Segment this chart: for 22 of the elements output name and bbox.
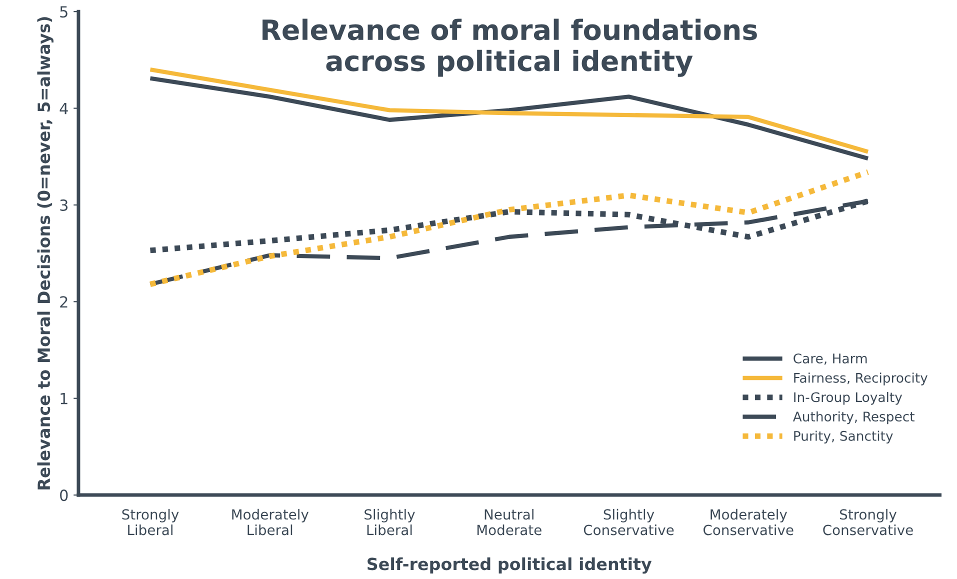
text: Relevance of moral foundations across political identity: [262, 18, 757, 77]
y-tick-label: 4: [60, 102, 68, 114]
legend-label: Purity, Sanctity: [794, 430, 893, 444]
x-axis-title: Self-reported political identity: [368, 557, 652, 574]
x-tick-label: Moderately Conservative: [704, 508, 794, 536]
legend-label: Care, Harm: [794, 353, 867, 365]
x-tick-label: Strongly Liberal: [122, 508, 179, 536]
y-tick-label: 0: [60, 490, 68, 502]
legend-label: Fairness, Reciprocity: [794, 372, 928, 386]
y-tick-label: 2: [60, 296, 68, 308]
legend-label: In-Group Loyalty: [794, 392, 902, 405]
line-series: [148, 76, 870, 161]
x-tick-label: Strongly Conservative: [823, 508, 913, 536]
x-tick-label: Neutral Moderate: [477, 508, 542, 536]
x-tick-label: Slightly Conservative: [584, 508, 674, 536]
x-tick-label: Slightly Liberal: [364, 508, 415, 536]
y-tick-label: 3: [60, 199, 68, 211]
y-tick-label: 5: [60, 6, 68, 18]
y-tick-label: 1: [60, 393, 68, 404]
x-tick-label: Moderately Liberal: [232, 508, 309, 536]
y-axis-title: Relevance to Moral Decisions (0=never, 5=always): [37, 17, 54, 490]
legend-label: Authority, Respect: [792, 411, 914, 424]
